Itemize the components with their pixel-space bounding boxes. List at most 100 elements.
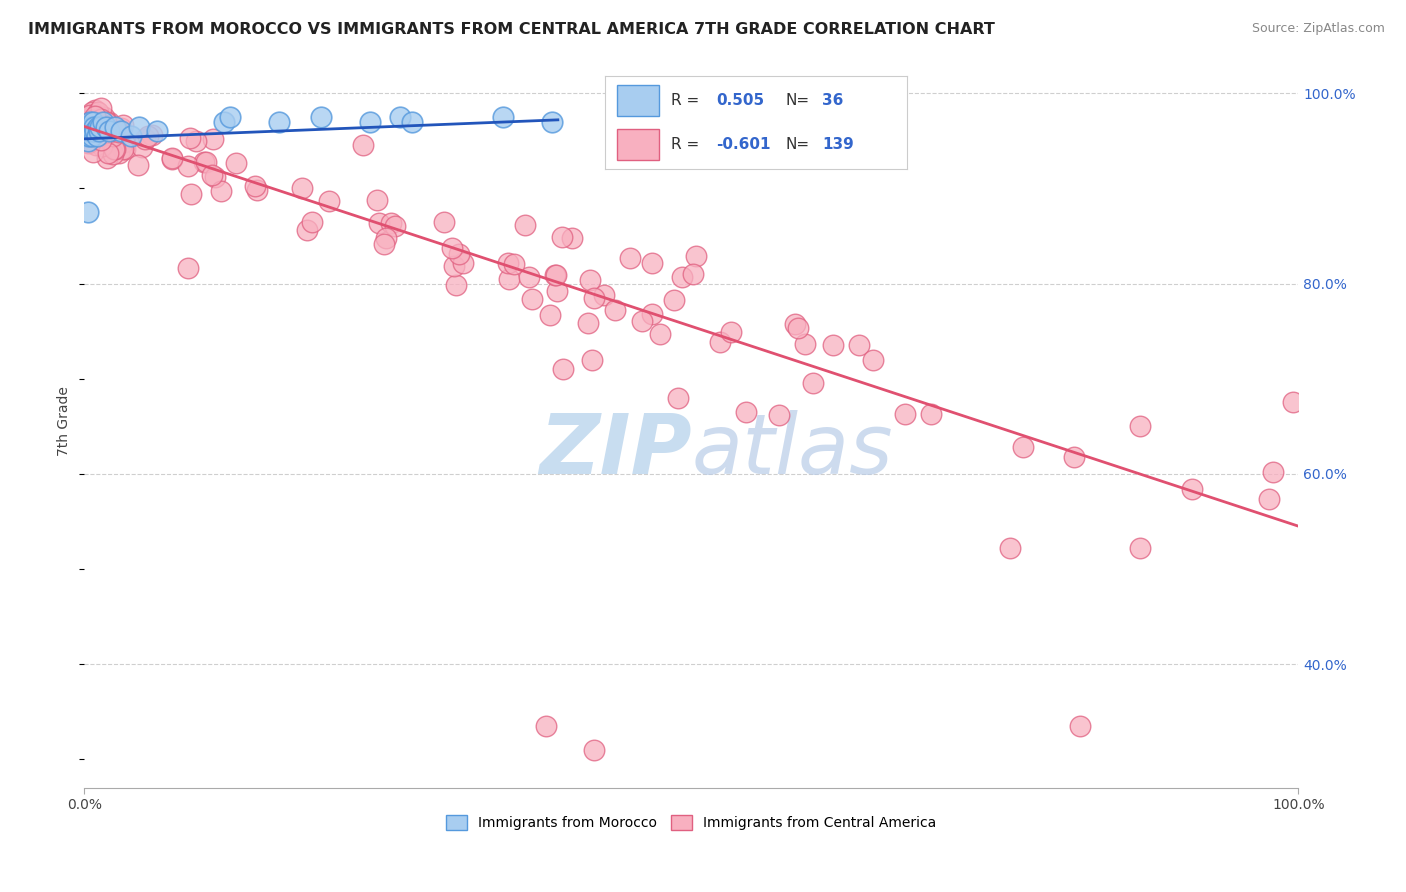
Point	[373, 236, 395, 251]
Point	[735, 405, 758, 419]
Point	[89, 120, 111, 134]
Point	[77, 134, 100, 148]
Point	[641, 307, 664, 321]
Point	[823, 337, 845, 351]
Point	[1011, 441, 1033, 455]
Point	[90, 116, 112, 130]
Point	[786, 321, 808, 335]
Point	[90, 129, 112, 144]
Point	[246, 183, 269, 197]
Point	[76, 128, 98, 143]
Point	[453, 256, 475, 270]
Point	[83, 120, 105, 134]
Point	[131, 140, 153, 154]
Text: N=: N=	[786, 93, 810, 108]
Point	[94, 114, 117, 128]
Point	[546, 284, 568, 298]
Point	[94, 123, 117, 137]
Point	[79, 114, 101, 128]
Point	[401, 114, 423, 128]
Point	[366, 193, 388, 207]
Point	[359, 114, 381, 128]
Point	[561, 231, 583, 245]
Point	[441, 241, 464, 255]
Point	[544, 268, 567, 282]
Point	[243, 178, 266, 193]
Text: R =: R =	[671, 137, 704, 153]
Point	[551, 230, 574, 244]
Bar	[617, 85, 659, 116]
Bar	[617, 129, 659, 160]
Point	[86, 123, 108, 137]
Point	[631, 314, 654, 328]
Point	[110, 121, 132, 136]
Point	[112, 135, 135, 149]
Point	[318, 194, 340, 209]
Text: N=: N=	[786, 137, 810, 153]
Point	[111, 141, 134, 155]
Point	[110, 124, 132, 138]
Y-axis label: 7th Grade: 7th Grade	[58, 386, 72, 457]
Point	[146, 124, 169, 138]
Point	[101, 124, 124, 138]
Point	[86, 128, 108, 143]
Point	[90, 123, 112, 137]
Point	[443, 260, 465, 274]
Point	[352, 138, 374, 153]
Point	[515, 219, 537, 233]
Point	[90, 112, 112, 126]
Point	[89, 115, 111, 129]
Point	[194, 154, 217, 169]
Point	[96, 115, 118, 129]
Point	[93, 118, 115, 132]
Point	[177, 159, 200, 173]
Text: ZIP: ZIP	[538, 410, 692, 491]
Point	[368, 216, 391, 230]
Point	[1063, 450, 1085, 464]
Point	[641, 255, 664, 269]
Point	[301, 215, 323, 229]
Point	[998, 541, 1021, 556]
Point	[534, 719, 557, 733]
Point	[97, 124, 120, 138]
Point	[76, 120, 98, 134]
Point	[84, 127, 107, 141]
Point	[112, 118, 135, 132]
Point	[160, 152, 183, 166]
Text: R =: R =	[671, 93, 704, 108]
Point	[583, 743, 606, 757]
Text: atlas: atlas	[692, 410, 893, 491]
Point	[551, 362, 574, 376]
Point	[492, 110, 515, 124]
Point	[90, 101, 112, 115]
Point	[80, 120, 103, 134]
Point	[177, 261, 200, 276]
Point	[90, 133, 112, 147]
Point	[1069, 719, 1091, 733]
Point	[384, 219, 406, 233]
Point	[77, 119, 100, 133]
Point	[374, 230, 396, 244]
Point	[79, 108, 101, 122]
Point	[77, 205, 100, 219]
Point	[96, 127, 118, 141]
Point	[201, 169, 224, 183]
Text: Source: ZipAtlas.com: Source: ZipAtlas.com	[1251, 22, 1385, 36]
Point	[1258, 492, 1281, 507]
Point	[114, 142, 136, 156]
Point	[104, 142, 127, 156]
Point	[444, 278, 467, 293]
Point	[103, 142, 125, 156]
Point	[848, 338, 870, 352]
Point	[894, 407, 917, 421]
Point	[128, 120, 150, 134]
Point	[79, 134, 101, 148]
Point	[709, 334, 731, 349]
Point	[209, 184, 232, 198]
Point	[91, 114, 114, 128]
Point	[619, 251, 641, 265]
Point	[179, 130, 201, 145]
Point	[671, 270, 693, 285]
Point	[309, 110, 332, 124]
Point	[96, 120, 118, 134]
